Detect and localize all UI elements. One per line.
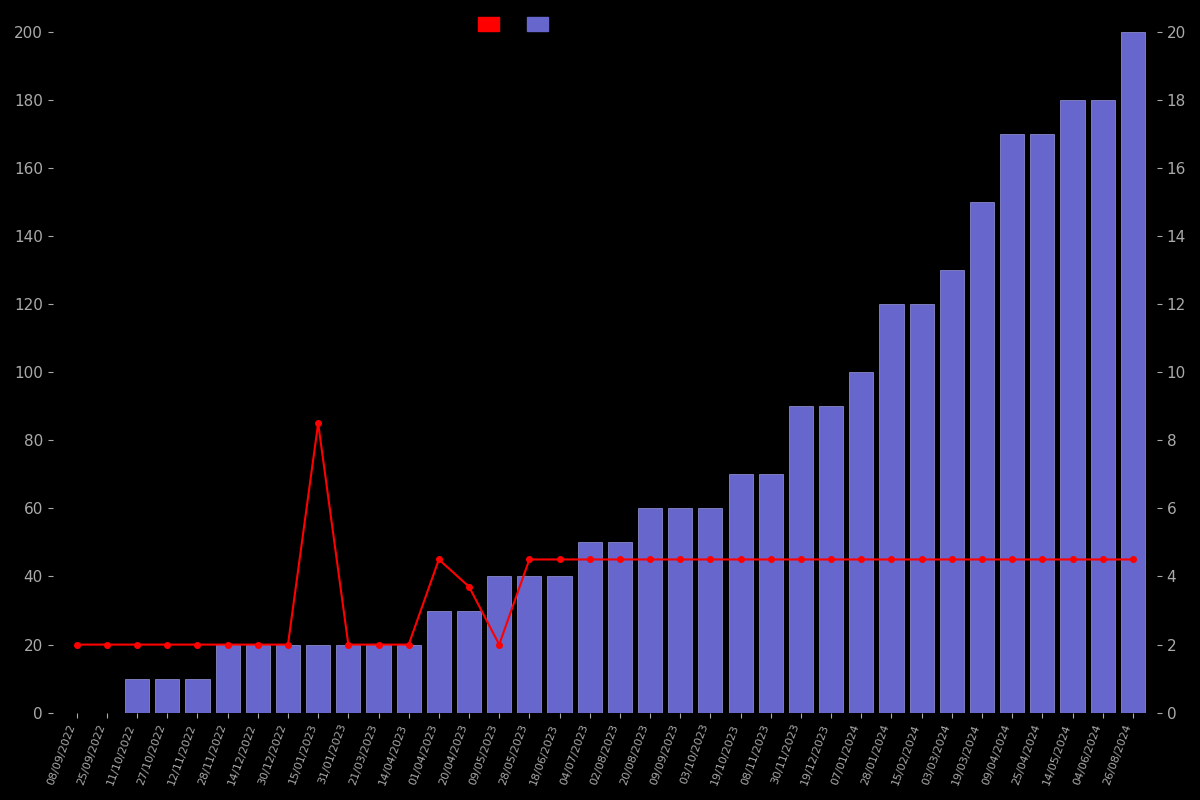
Bar bbox=[850, 372, 874, 713]
Bar bbox=[397, 645, 421, 713]
Legend: , : , bbox=[473, 11, 560, 38]
Bar bbox=[1000, 134, 1025, 713]
Bar bbox=[698, 508, 722, 713]
Bar bbox=[970, 202, 994, 713]
Bar bbox=[880, 304, 904, 713]
Bar bbox=[457, 610, 481, 713]
Bar bbox=[276, 645, 300, 713]
Bar bbox=[487, 577, 511, 713]
Bar bbox=[820, 406, 844, 713]
Bar bbox=[1121, 31, 1145, 713]
Bar bbox=[910, 304, 934, 713]
Bar bbox=[547, 577, 571, 713]
Bar bbox=[940, 270, 964, 713]
Bar bbox=[758, 474, 782, 713]
Bar bbox=[366, 645, 390, 713]
Bar bbox=[1061, 100, 1085, 713]
Bar bbox=[155, 678, 179, 713]
Bar bbox=[728, 474, 752, 713]
Bar bbox=[517, 577, 541, 713]
Bar bbox=[185, 678, 210, 713]
Bar bbox=[577, 542, 601, 713]
Bar bbox=[216, 645, 240, 713]
Bar bbox=[427, 610, 451, 713]
Bar bbox=[336, 645, 360, 713]
Bar bbox=[638, 508, 662, 713]
Bar bbox=[788, 406, 814, 713]
Bar bbox=[668, 508, 692, 713]
Bar bbox=[246, 645, 270, 713]
Bar bbox=[608, 542, 632, 713]
Bar bbox=[125, 678, 149, 713]
Bar bbox=[1091, 100, 1115, 713]
Bar bbox=[1031, 134, 1055, 713]
Bar bbox=[306, 645, 330, 713]
